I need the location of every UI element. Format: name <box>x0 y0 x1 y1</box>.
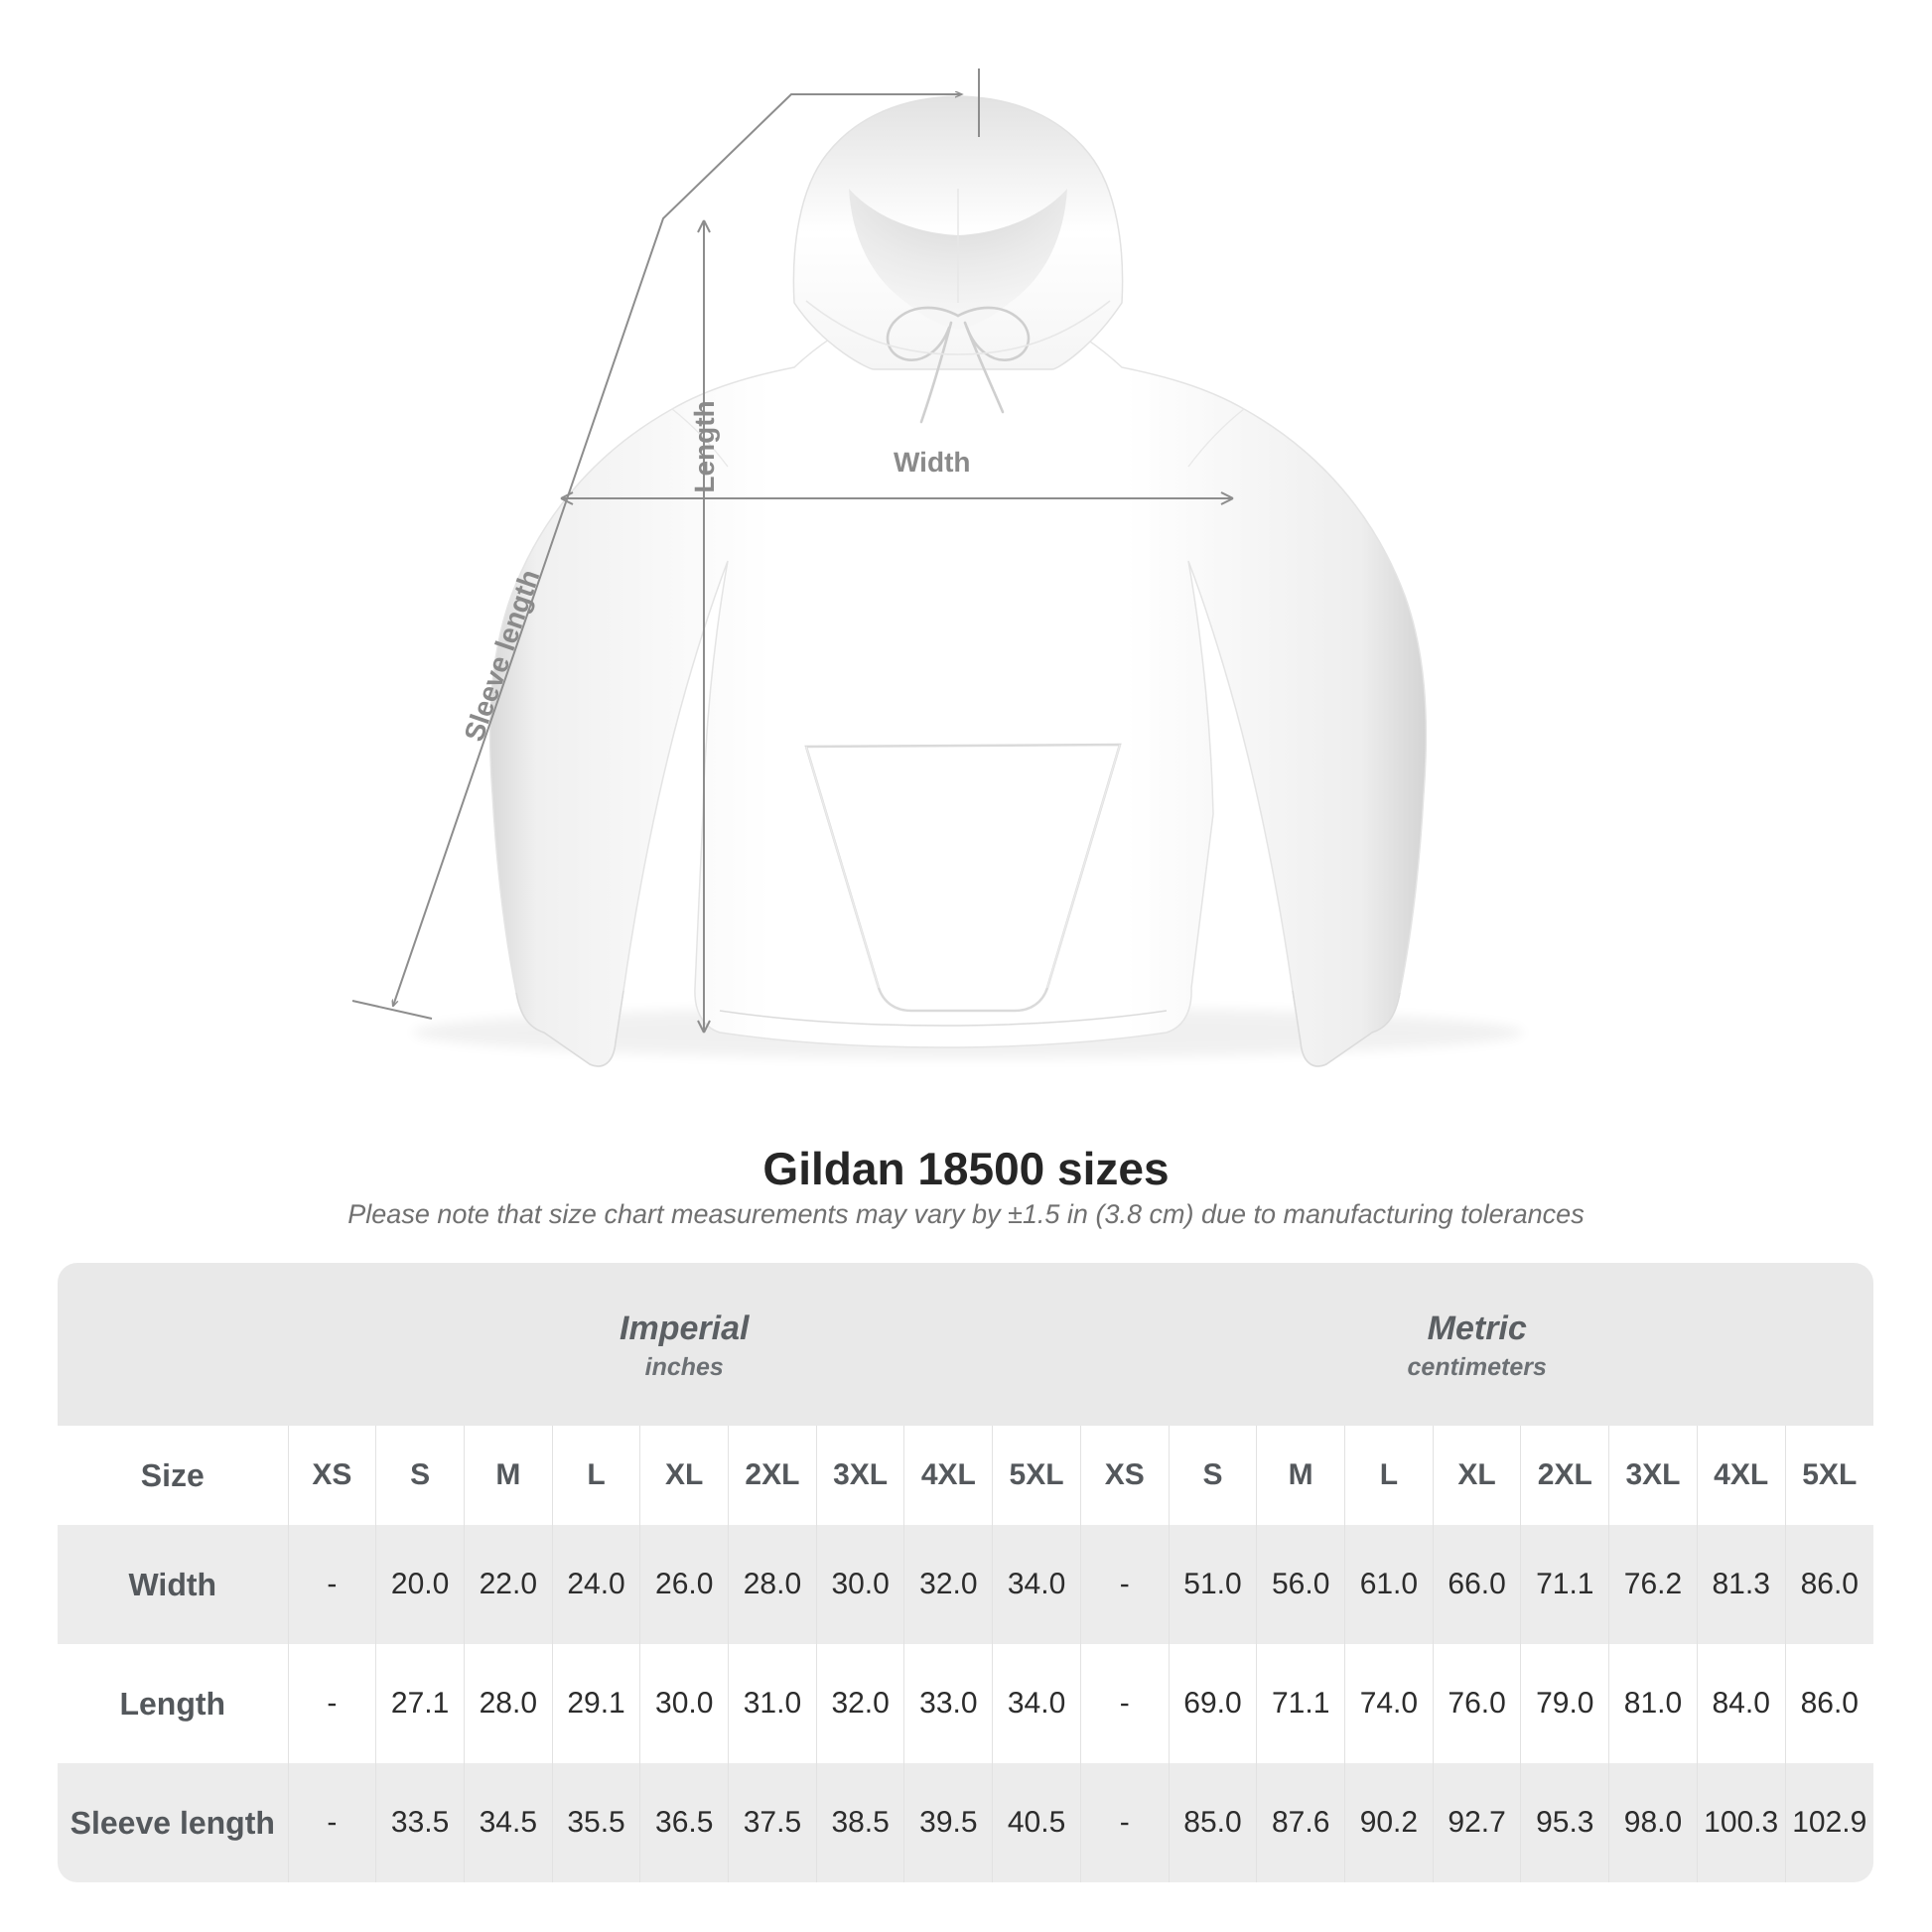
svg-text:Width: Width <box>894 447 971 478</box>
